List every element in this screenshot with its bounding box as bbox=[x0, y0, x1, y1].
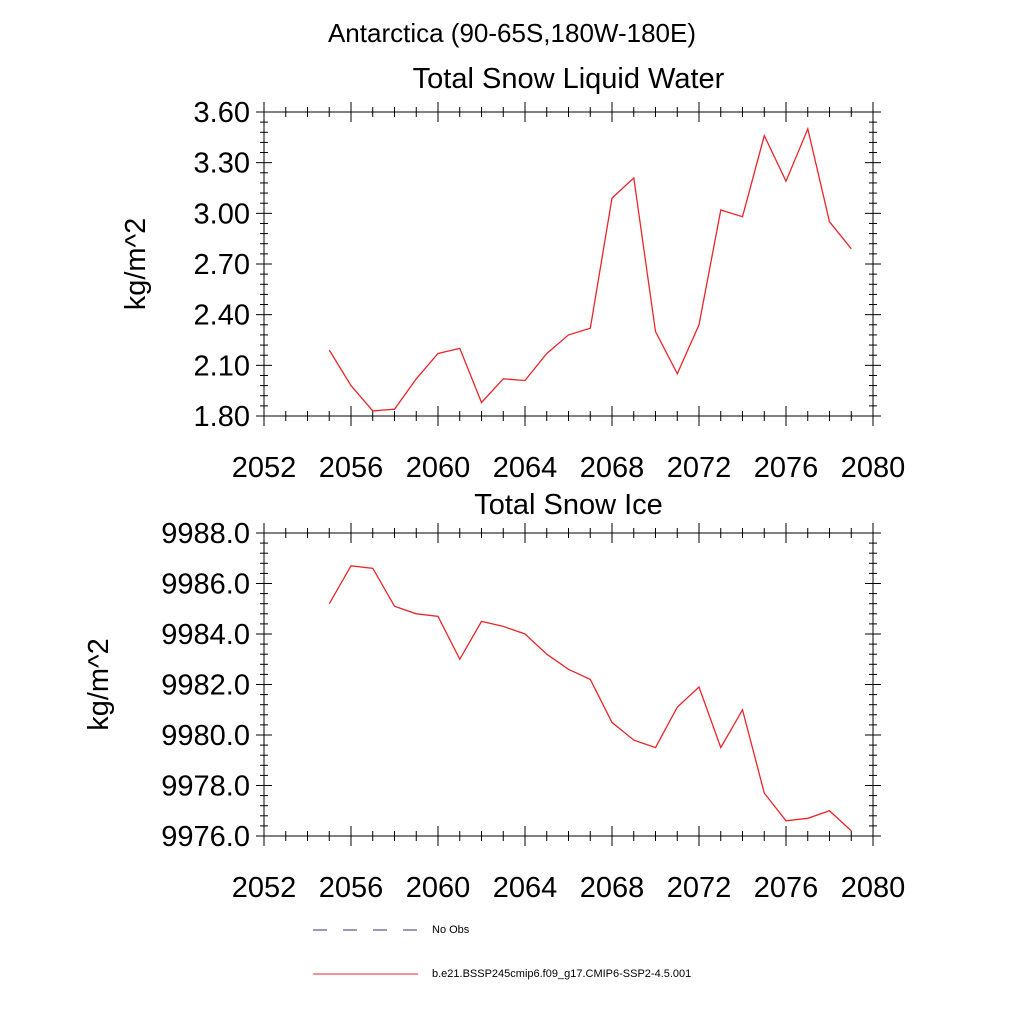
y-tick-label: 3.00 bbox=[194, 198, 250, 230]
x-tick-label: 2060 bbox=[406, 452, 471, 484]
y-tick-label: 9982.0 bbox=[161, 670, 250, 702]
y-tick-label: 1.80 bbox=[194, 401, 250, 433]
x-tick-label: 2064 bbox=[493, 452, 558, 484]
y-tick-label: 9976.0 bbox=[161, 821, 250, 853]
x-tick-label: 2060 bbox=[406, 872, 471, 904]
chart-title: Total Snow Liquid Water bbox=[413, 63, 725, 95]
plot-frame bbox=[263, 532, 874, 837]
chart-title: Total Snow Ice bbox=[474, 489, 663, 521]
legend-no-obs-label: No Obs bbox=[432, 924, 470, 936]
figure-title: Antarctica (90-65S,180W-180E) bbox=[328, 18, 696, 48]
x-tick-label: 2068 bbox=[580, 872, 645, 904]
y-tick-label: 3.30 bbox=[194, 148, 250, 180]
series-line bbox=[328, 126, 852, 412]
y-tick-label: 9986.0 bbox=[161, 569, 250, 601]
x-tick-label: 2072 bbox=[667, 452, 732, 484]
y-axis-label: kg/m^2 bbox=[120, 218, 152, 311]
x-tick-label: 2056 bbox=[319, 452, 384, 484]
x-tick-label: 2080 bbox=[841, 452, 906, 484]
y-tick-label: 9978.0 bbox=[161, 771, 250, 803]
legend-model-label: b.e21.BSSP245cmip6.f09_g17.CMIP6-SSP2-4.… bbox=[432, 968, 691, 980]
x-tick-label: 2076 bbox=[754, 452, 819, 484]
x-tick-label: 2052 bbox=[232, 872, 297, 904]
x-tick-label: 2072 bbox=[667, 872, 732, 904]
y-tick-label: 2.70 bbox=[194, 249, 250, 281]
series-line bbox=[328, 565, 852, 832]
plot-frame bbox=[263, 111, 874, 417]
y-tick-label: 3.60 bbox=[194, 97, 250, 129]
y-axis-label: kg/m^2 bbox=[83, 638, 115, 731]
x-tick-label: 2068 bbox=[580, 452, 645, 484]
y-tick-label: 9988.0 bbox=[161, 518, 250, 550]
x-tick-label: 2056 bbox=[319, 872, 384, 904]
legend: No Obs b.e21.BSSP245cmip6.f09_g17.CMIP6-… bbox=[313, 924, 691, 980]
chart-panel-snow-liquid-water: Total Snow Liquid Water kg/m^2 1.80 2.10 2.4… bbox=[120, 63, 905, 484]
chart-panel-snow-ice: Total Snow Ice kg/m^2 9976.0 9978.0 9980.0 99… bbox=[83, 489, 905, 904]
x-tick-label: 2076 bbox=[754, 872, 819, 904]
x-tick-label: 2080 bbox=[841, 872, 906, 904]
x-tick-label: 2064 bbox=[493, 872, 558, 904]
y-tick-label: 9980.0 bbox=[161, 720, 250, 752]
y-tick-label: 2.10 bbox=[194, 350, 250, 382]
x-tick-label: 2052 bbox=[232, 452, 297, 484]
y-tick-label: 2.40 bbox=[194, 300, 250, 332]
y-tick-label: 9984.0 bbox=[161, 619, 250, 651]
